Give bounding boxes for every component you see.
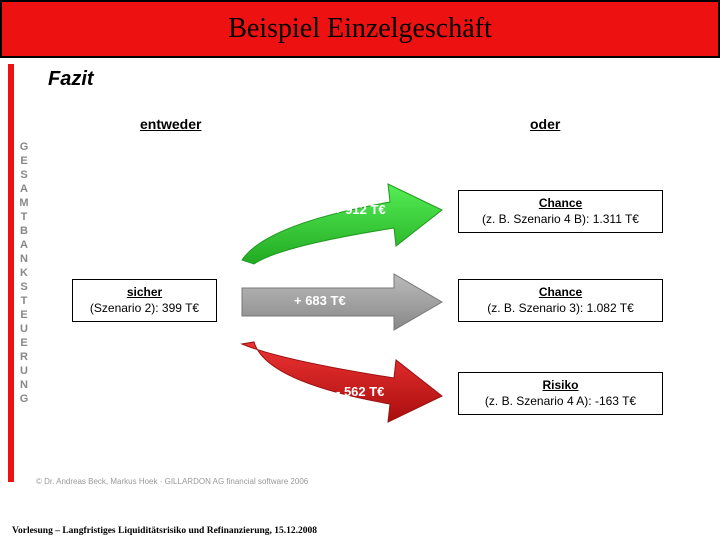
slide-content: GESAMTBANKSTEUERUNG Fazit entweder oder … <box>0 58 720 508</box>
page-title: Beispiel Einzelgeschäft <box>228 13 492 45</box>
left-accent-strip <box>8 64 14 482</box>
arrow-up: + 912 T€ <box>236 176 446 271</box>
scenario-detail: (z. B. Szenario 4 B): 1.311 T€ <box>482 212 639 226</box>
scenario-box-left: sicher (Szenario 2): 399 T€ <box>72 279 217 322</box>
scenario-box-right-2: Chance (z. B. Szenario 3): 1.082 T€ <box>458 279 663 322</box>
footer-text: Vorlesung – Langfristiges Liquiditätsris… <box>12 526 317 536</box>
column-header-left: entweder <box>140 116 201 132</box>
vertical-label: GESAMTBANKSTEUERUNG <box>17 140 31 406</box>
arrow-flat: + 683 T€ <box>236 272 446 337</box>
title-bar: Beispiel Einzelgeschäft <box>0 0 720 58</box>
scenario-label: Risiko <box>467 378 654 394</box>
arrow-value: + 683 T€ <box>294 293 346 308</box>
scenario-detail: (Szenario 2): 399 T€ <box>90 301 199 315</box>
scenario-box-right-1: Chance (z. B. Szenario 4 B): 1.311 T€ <box>458 190 663 233</box>
scenario-detail: (z. B. Szenario 4 A): -163 T€ <box>485 394 636 408</box>
copyright-text: © Dr. Andreas Beck, Markus Hoek · GILLAR… <box>36 477 308 486</box>
scenario-label: Chance <box>467 196 654 212</box>
section-heading: Fazit <box>48 68 94 91</box>
scenario-box-right-3: Risiko (z. B. Szenario 4 A): -163 T€ <box>458 372 663 415</box>
scenario-label: Chance <box>467 285 654 301</box>
scenario-label: sicher <box>81 285 208 301</box>
scenario-detail: (z. B. Szenario 3): 1.082 T€ <box>487 301 634 315</box>
arrow-value: - 562 T€ <box>336 384 384 399</box>
column-header-right: oder <box>530 116 560 132</box>
arrow-down: - 562 T€ <box>236 336 446 435</box>
arrow-value: + 912 T€ <box>334 202 386 217</box>
